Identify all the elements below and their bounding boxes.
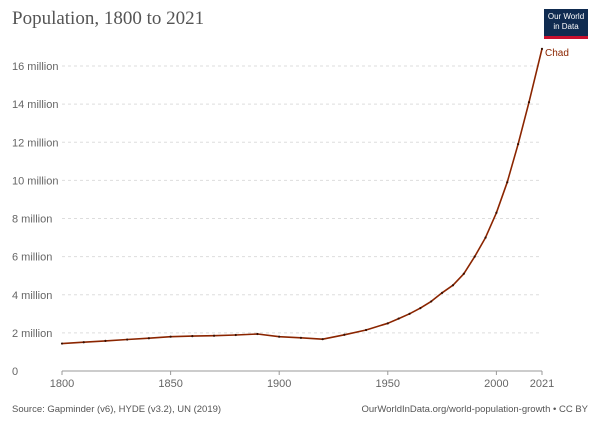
x-tick-label: 1800 <box>50 378 74 390</box>
data-point <box>278 335 281 338</box>
series-label-chad: Chad <box>545 48 569 59</box>
y-tick-label: 16 million <box>12 61 58 73</box>
data-point <box>104 339 107 342</box>
owid-logo[interactable]: Our World in Data <box>544 9 588 39</box>
y-tick-label: 0 <box>12 366 18 378</box>
data-point <box>191 335 194 338</box>
data-point <box>451 284 455 287</box>
data-point <box>462 272 465 275</box>
data-point <box>397 317 400 320</box>
data-point <box>364 328 368 332</box>
x-tick-label: 1900 <box>267 378 291 390</box>
y-tick-label: 2 million <box>12 328 52 340</box>
data-point <box>386 322 389 325</box>
data-point <box>408 312 411 315</box>
data-point <box>321 338 324 341</box>
x-tick-label: 1950 <box>376 378 400 390</box>
data-point <box>430 300 433 303</box>
data-point <box>540 47 544 50</box>
data-point <box>473 255 476 258</box>
data-point <box>495 211 498 214</box>
data-point <box>256 332 259 336</box>
data-point <box>440 291 444 294</box>
data-point <box>126 338 129 341</box>
y-tick-label: 10 million <box>12 175 58 187</box>
y-tick-label: 12 million <box>12 137 58 149</box>
data-point <box>82 341 85 344</box>
data-point <box>419 306 422 310</box>
x-tick-label: 2021 <box>530 378 554 390</box>
x-tick-label: 1850 <box>158 378 182 390</box>
series-line <box>61 48 543 345</box>
x-tick-label: 2000 <box>484 378 508 390</box>
data-point <box>343 333 346 336</box>
logo-line-2: in Data <box>553 22 579 31</box>
y-tick-label: 4 million <box>12 290 52 302</box>
data-point <box>299 336 303 339</box>
attribution-link[interactable]: OurWorldInData.org/world-population-grow… <box>361 404 589 415</box>
data-point <box>506 181 509 184</box>
logo-line-1: Our World <box>547 12 585 21</box>
chart-title: Population, 1800 to 2021 <box>12 8 205 29</box>
data-point <box>212 334 216 337</box>
source-note[interactable]: Source: Gapminder (v6), HYDE (v3.2), UN … <box>12 404 222 415</box>
y-tick-label: 6 million <box>12 252 52 264</box>
data-point <box>234 333 237 337</box>
data-point <box>147 337 150 340</box>
data-point <box>527 101 531 104</box>
data-point <box>169 335 172 338</box>
y-tick-label: 14 million <box>12 99 58 111</box>
data-point <box>517 143 520 146</box>
data-point <box>484 236 487 239</box>
y-tick-label: 8 million <box>12 214 52 226</box>
data-point <box>60 342 64 345</box>
